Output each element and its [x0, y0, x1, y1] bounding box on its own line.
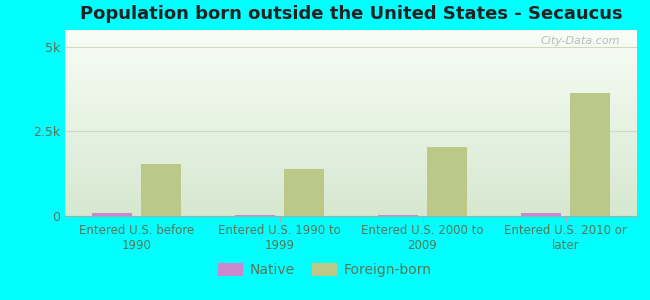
Bar — [92, 213, 133, 216]
Bar — [283, 169, 324, 216]
Bar — [140, 164, 181, 216]
Text: City-Data.com: City-Data.com — [540, 36, 620, 46]
Title: Population born outside the United States - Secaucus: Population born outside the United State… — [80, 5, 622, 23]
Bar — [521, 213, 562, 216]
Legend: Native, Foreign-born: Native, Foreign-born — [213, 258, 437, 283]
Bar — [235, 215, 276, 216]
Bar — [378, 215, 419, 216]
Bar — [426, 147, 467, 216]
Bar — [569, 93, 610, 216]
